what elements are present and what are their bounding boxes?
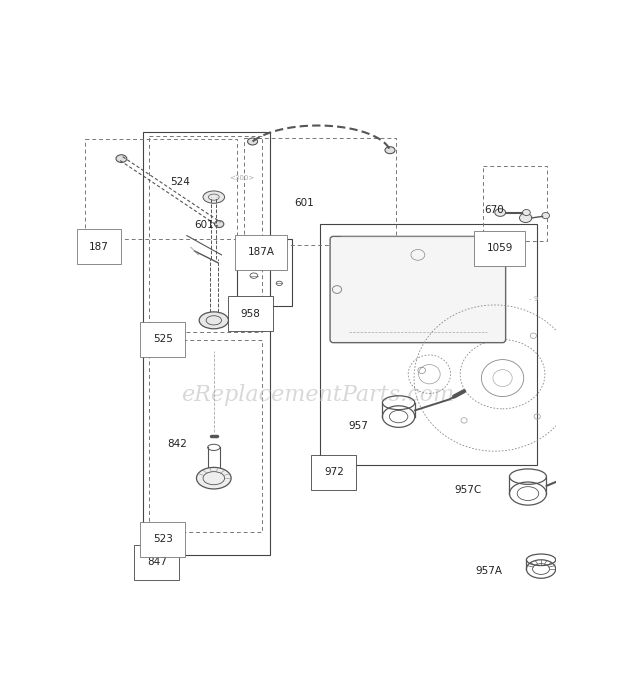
Ellipse shape: [215, 220, 224, 227]
Text: 847: 847: [147, 557, 167, 568]
Ellipse shape: [116, 155, 126, 162]
FancyBboxPatch shape: [330, 236, 506, 342]
Bar: [149, 340, 262, 532]
Text: 524: 524: [170, 177, 190, 186]
Text: 957A: 957A: [476, 565, 503, 576]
Text: 842: 842: [167, 439, 187, 448]
Ellipse shape: [520, 213, 532, 222]
Ellipse shape: [199, 312, 228, 328]
Ellipse shape: [495, 209, 506, 216]
Bar: [482, 166, 547, 241]
Bar: [320, 224, 537, 465]
Ellipse shape: [542, 213, 549, 219]
Text: 187: 187: [89, 242, 109, 252]
Text: 1059: 1059: [486, 243, 513, 254]
Text: 670: 670: [484, 205, 504, 216]
Text: 957C: 957C: [454, 484, 482, 495]
Text: 523: 523: [153, 534, 173, 545]
Bar: [237, 240, 293, 306]
Bar: [143, 132, 270, 555]
Text: 525: 525: [153, 334, 173, 344]
Text: 601: 601: [294, 198, 314, 207]
Text: 957: 957: [348, 421, 368, 431]
Ellipse shape: [203, 191, 224, 203]
Text: <300>: <300>: [229, 175, 254, 181]
Ellipse shape: [197, 467, 231, 489]
Bar: [244, 138, 396, 245]
Text: 972: 972: [324, 467, 343, 477]
Ellipse shape: [247, 138, 257, 145]
Ellipse shape: [385, 147, 395, 154]
Text: 187A: 187A: [247, 247, 275, 257]
Text: eReplacementParts.com: eReplacementParts.com: [181, 385, 454, 406]
Text: 958: 958: [241, 309, 260, 319]
Text: 601: 601: [194, 220, 214, 230]
Ellipse shape: [523, 209, 530, 216]
Text: - 9: - 9: [529, 296, 538, 302]
Bar: [85, 139, 237, 240]
Bar: [149, 136, 262, 332]
